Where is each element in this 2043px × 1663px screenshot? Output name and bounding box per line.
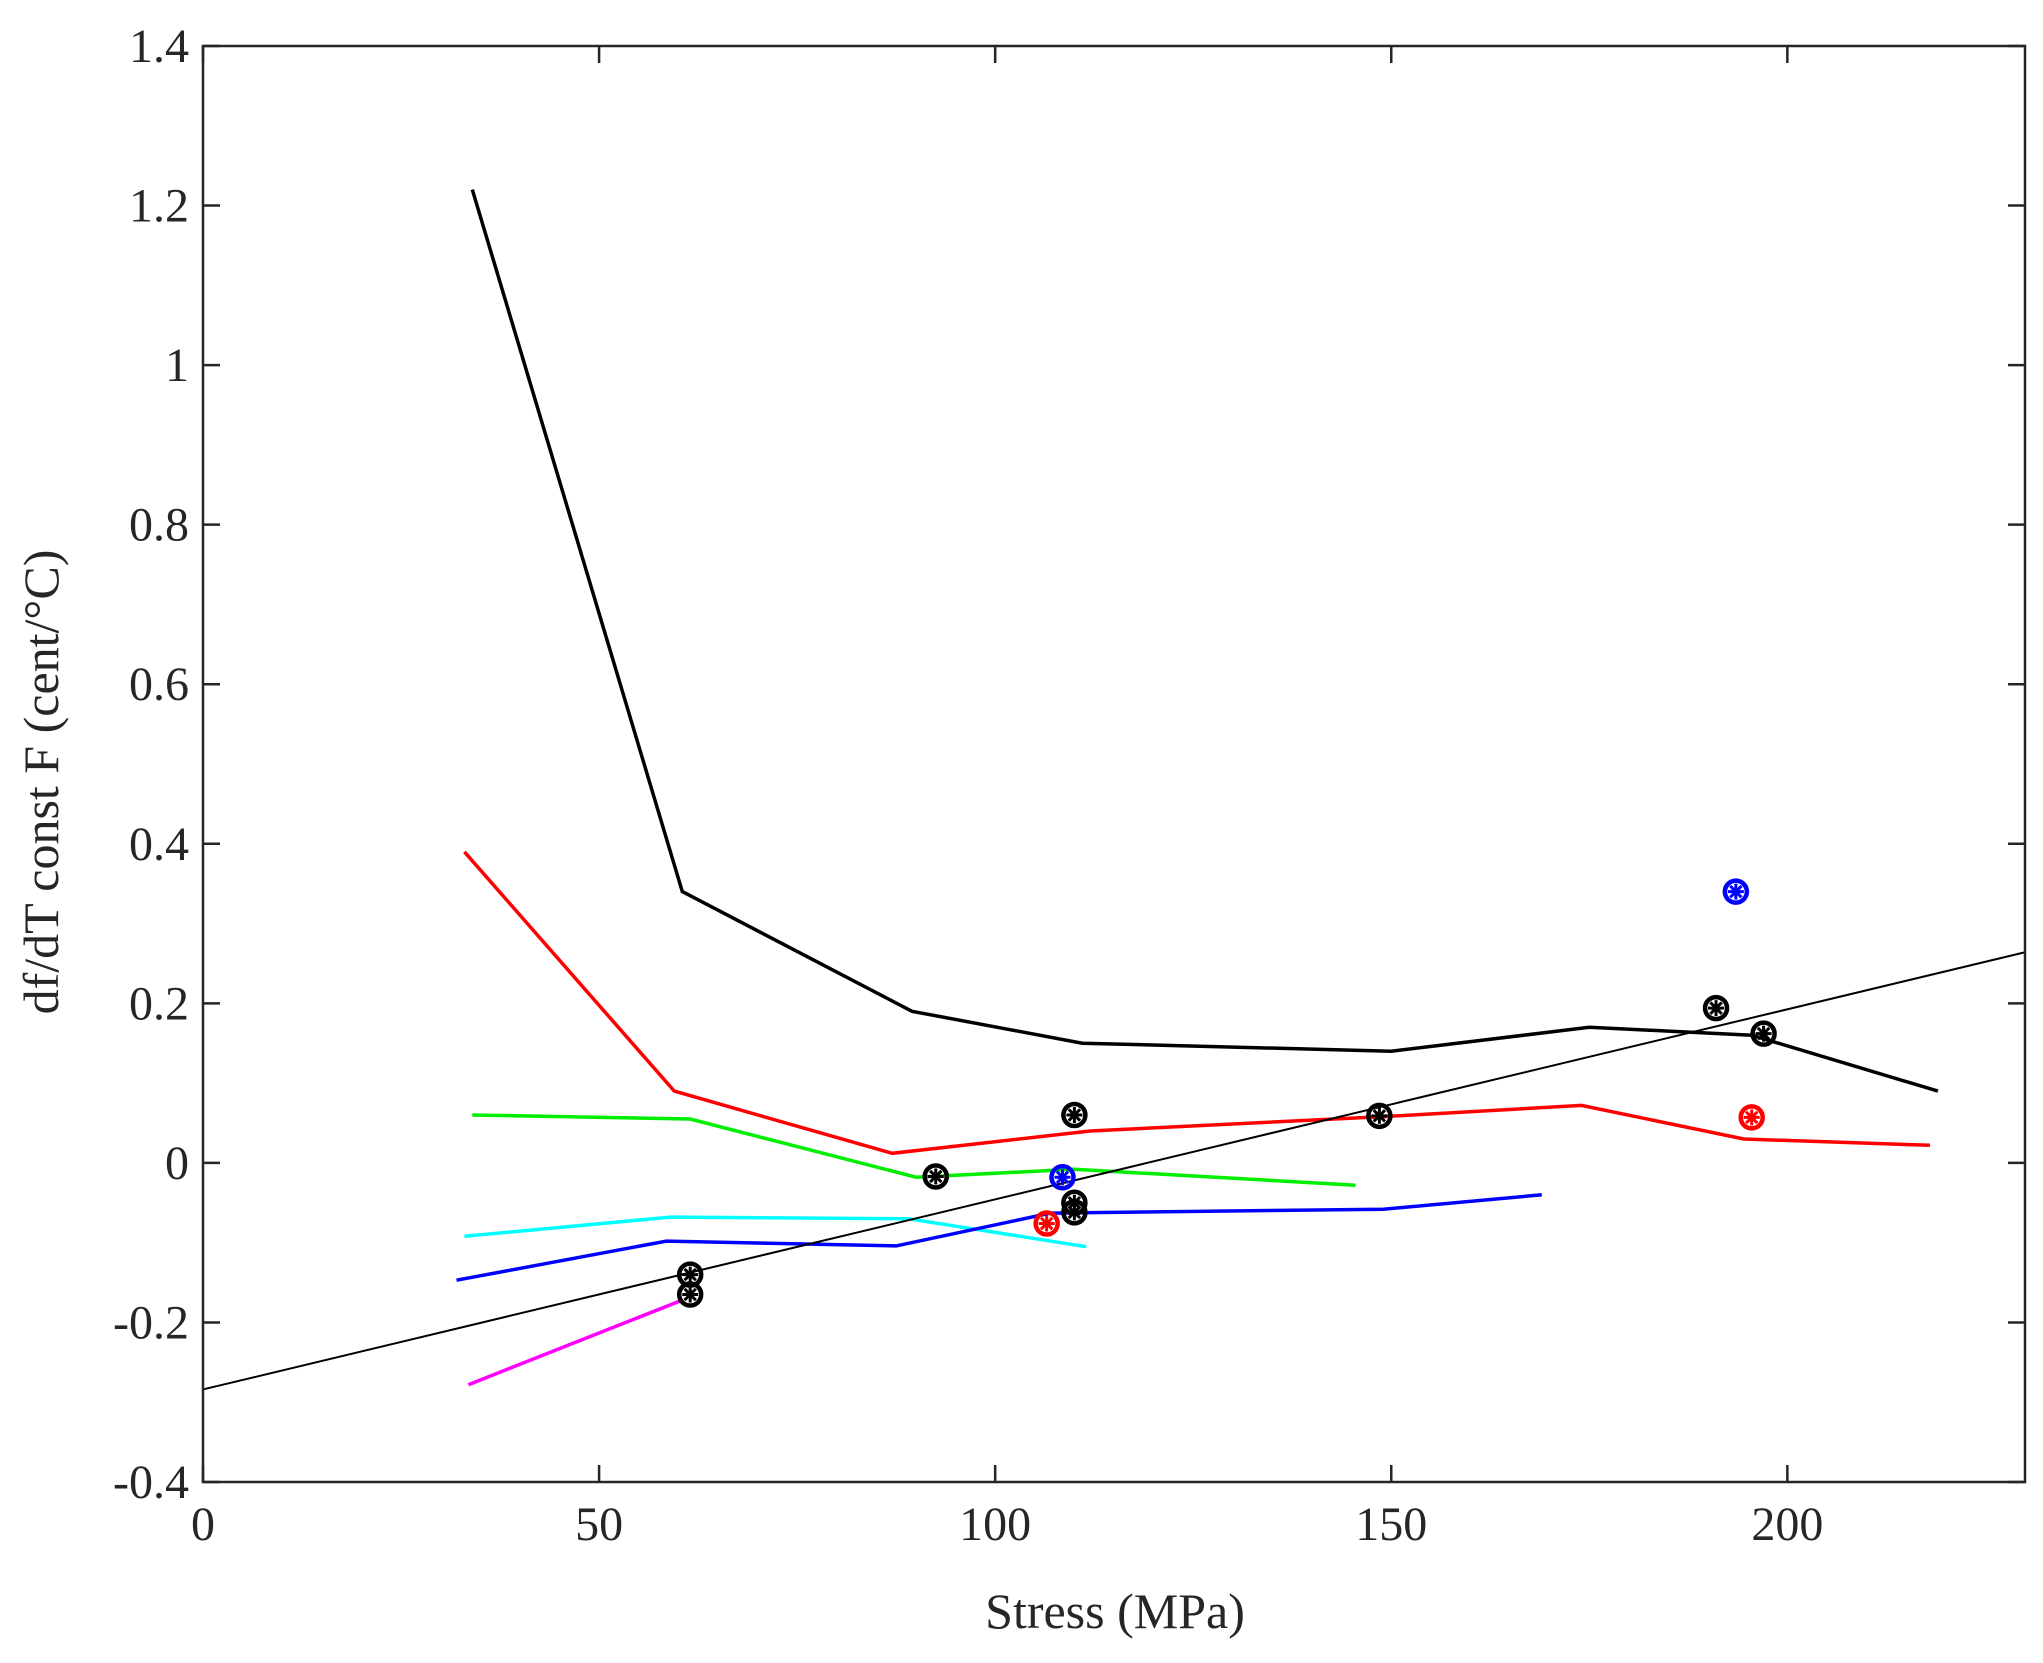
- axes-box: [201, 44, 2027, 1484]
- x-tick-label: 0: [191, 1498, 215, 1551]
- axes: [201, 44, 2027, 1484]
- y-tick-label: 0.6: [129, 658, 189, 711]
- y-tick-label: 1.4: [129, 20, 189, 73]
- y-tick-label: -0.2: [113, 1296, 189, 1349]
- y-tick-label: 0: [165, 1137, 189, 1190]
- x-tick-label: 200: [1751, 1498, 1823, 1551]
- series-line-blue-curve: [456, 1193, 1542, 1282]
- series-line-red-curve: [463, 850, 1930, 1156]
- scatter-point-black-points: [1366, 1102, 1393, 1130]
- y-tick-label: -0.4: [113, 1456, 189, 1509]
- y-tick-label: 0.8: [129, 499, 189, 552]
- y-tick-label: 1.2: [129, 180, 189, 233]
- series-line-cyan-curve: [464, 1215, 1087, 1249]
- x-axis-label: Stress (MPa): [985, 1583, 1245, 1639]
- scatter-layer: [676, 878, 1777, 1308]
- x-tick-label: 100: [959, 1498, 1031, 1551]
- scatter-point-black-points: [676, 1281, 704, 1308]
- series-line-magenta-curve: [467, 1298, 683, 1387]
- fit-line: [202, 951, 2026, 1391]
- scatter-point-black-points: [1061, 1101, 1088, 1129]
- x-tick-label: 50: [575, 1498, 623, 1551]
- ticks: 0 50 100 150 200 -0.4 -0.2 0 0.2 0.4 0.6 0.8 1 1.2 1.4: [113, 20, 2025, 1551]
- scatter-point-black-points: [1750, 1020, 1777, 1047]
- series-layer: [456, 189, 1939, 1387]
- scatter-point-black-points: [922, 1163, 950, 1190]
- y-axis-label: df/dT const F (cent/°C): [13, 550, 69, 1015]
- scatter-point-blue-points: [1049, 1163, 1076, 1191]
- scatter-point-red-points: [1033, 1210, 1060, 1237]
- series-line-black-curve: [470, 189, 1939, 1093]
- scatter-point-blue-points: [1722, 878, 1750, 905]
- y-tick-label: 0.2: [129, 977, 189, 1030]
- y-tick-label: 0.4: [129, 818, 189, 871]
- y-tick-label: 1: [165, 339, 189, 392]
- scatter-point-black-points: [1702, 994, 1730, 1022]
- scatter-point-red-points: [1738, 1104, 1765, 1131]
- x-tick-label: 150: [1355, 1498, 1427, 1551]
- scatter-point-black-points: [1061, 1199, 1088, 1226]
- fit-line-layer: [202, 951, 2026, 1391]
- series-line-green-curve: [472, 1113, 1356, 1187]
